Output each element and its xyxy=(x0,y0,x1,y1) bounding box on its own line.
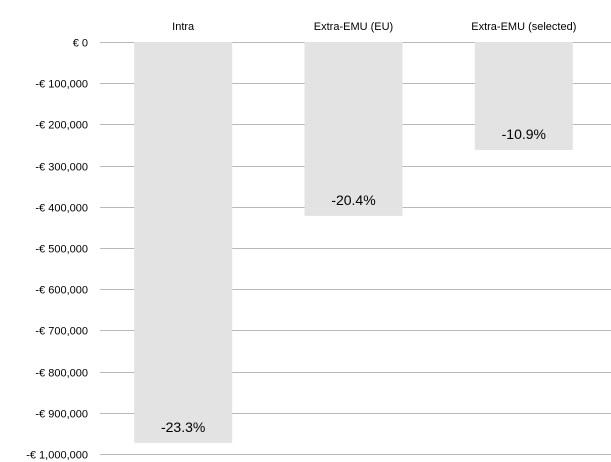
y-tick-label: -€ 500,000 xyxy=(35,244,88,256)
bar xyxy=(474,42,573,150)
data-label: -20.4% xyxy=(331,192,375,208)
y-tick-label: -€ 1,000,000 xyxy=(26,450,88,462)
data-labels: -23.3% -20.4% -10.9% xyxy=(161,126,546,435)
y-tick-label: -€ 400,000 xyxy=(35,203,88,215)
bar xyxy=(304,42,403,216)
y-tick-label: -€ 800,000 xyxy=(35,368,88,380)
bars xyxy=(134,42,573,443)
y-tick-label: -€ 200,000 xyxy=(35,120,88,132)
y-axis-tick-labels: € 0 -€ 100,000 -€ 200,000 -€ 300,000 -€ 400,… xyxy=(26,38,88,462)
data-label: -10.9% xyxy=(502,126,546,142)
category-labels: Intra Extra-EMU (EU) Extra-EMU (selected) xyxy=(172,21,576,33)
y-tick-label: -€ 300,000 xyxy=(35,162,88,174)
data-label: -23.3% xyxy=(161,419,205,435)
category-label: Intra xyxy=(172,21,195,33)
y-tick-label: € 0 xyxy=(73,38,88,50)
y-tick-label: -€ 100,000 xyxy=(35,79,88,91)
category-label: Extra-EMU (EU) xyxy=(314,21,393,33)
y-tick-label: -€ 700,000 xyxy=(35,326,88,338)
bar xyxy=(134,42,233,443)
y-tick-label: -€ 900,000 xyxy=(35,409,88,421)
category-label: Extra-EMU (selected) xyxy=(471,21,576,33)
y-tick-label: -€ 600,000 xyxy=(35,285,88,297)
